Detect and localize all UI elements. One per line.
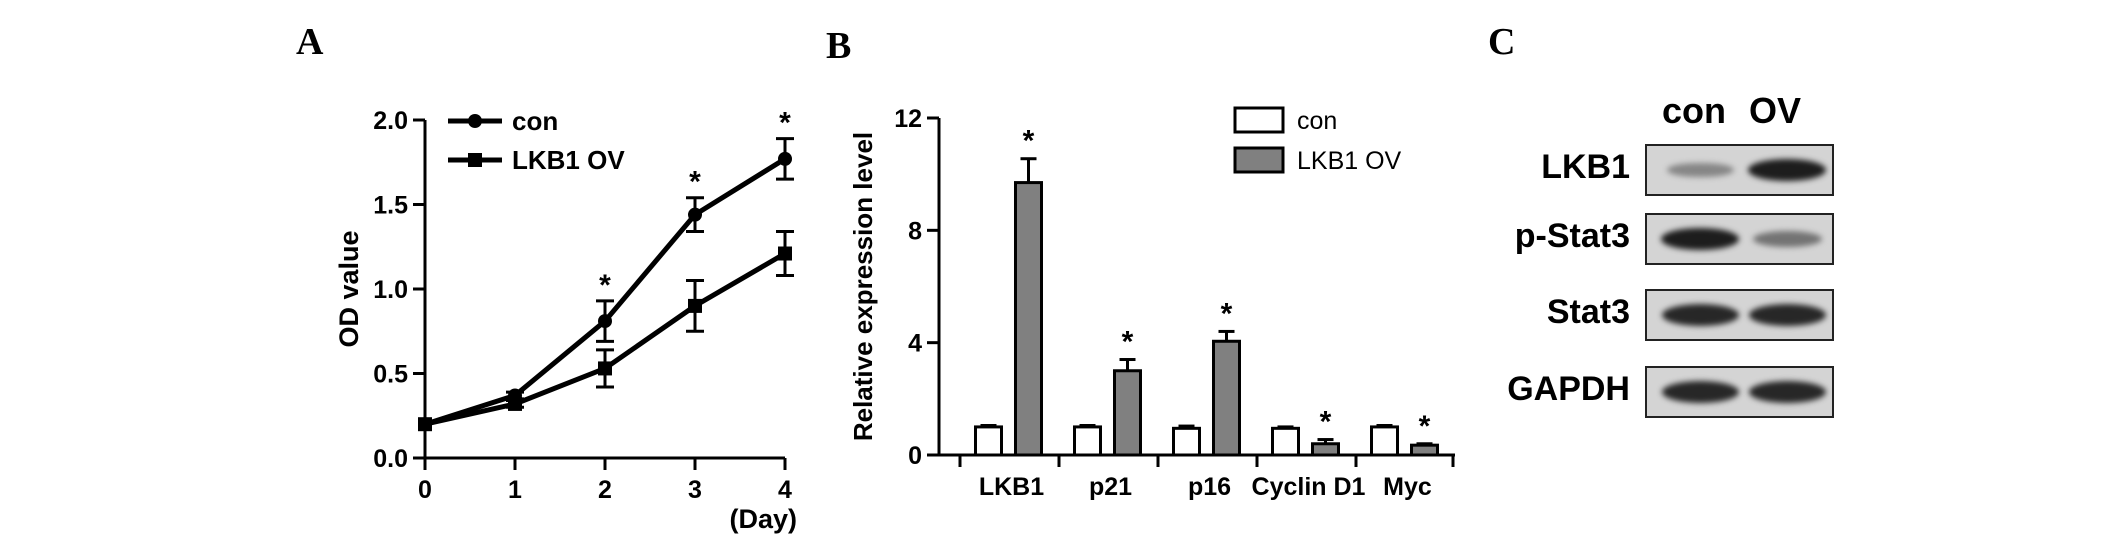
blot-strip [1645, 213, 1834, 265]
significance-star: * [1221, 297, 1233, 330]
significance-star: * [779, 107, 791, 140]
bar-con [974, 425, 1003, 457]
legend-swatch [1233, 106, 1285, 134]
category-label: p21 [1089, 473, 1132, 501]
legend-label: con [1297, 107, 1337, 135]
blot-column-ov: OV [1749, 90, 1802, 131]
y-tick-label: 8 [908, 217, 922, 245]
data-point-lkb1-ov [688, 298, 702, 313]
data-point-con [688, 207, 702, 222]
significance-star: * [1023, 125, 1035, 158]
bar-lkb1-ov [1311, 442, 1340, 457]
category-label: p16 [1188, 473, 1231, 501]
bar-lkb1-ov [1212, 339, 1241, 457]
legend-swatch [1233, 146, 1285, 174]
data-point-lkb1-ov [598, 361, 612, 376]
y-axis-label: OD value [334, 230, 364, 347]
bar-con [1271, 426, 1300, 457]
bar-lkb1-ov [1113, 369, 1142, 457]
legend-label: con [512, 106, 558, 136]
legend-label: LKB1 OV [512, 145, 625, 175]
bar-con [1073, 425, 1102, 457]
category-label: LKB1 [979, 473, 1044, 501]
blot-band [1666, 162, 1734, 178]
blot-band [1661, 381, 1739, 403]
significance-star: * [599, 269, 611, 302]
category-label: Myc [1383, 473, 1432, 501]
blot-row-label: GAPDH [1507, 370, 1630, 408]
significance-star: * [689, 166, 701, 199]
data-point-con [778, 151, 792, 166]
data-point-lkb1-ov [778, 246, 792, 261]
significance-star: * [1122, 326, 1134, 359]
blot-band [1748, 158, 1826, 182]
blot-strip [1645, 144, 1834, 196]
y-tick-label: 2.0 [373, 107, 408, 135]
y-tick-label: 12 [894, 105, 922, 133]
data-point-con [598, 314, 612, 329]
panel-label-c: C [1488, 21, 1516, 63]
blot-band [1661, 304, 1739, 326]
x-tick-label: 4 [778, 476, 792, 504]
y-tick-label: 0.0 [373, 445, 408, 473]
bar-lkb1-ov [1410, 443, 1439, 457]
data-point-lkb1-ov [418, 417, 432, 432]
y-tick-label: 4 [908, 330, 922, 358]
significance-star: * [1320, 406, 1332, 439]
blot-band [1748, 304, 1826, 326]
y-tick-label: 1.5 [373, 192, 408, 220]
blot-row-label: p-Stat3 [1514, 217, 1630, 255]
panel-label-a: A [296, 21, 324, 63]
y-tick-label: 0 [908, 442, 922, 470]
legend-marker-square [468, 153, 482, 167]
bar-con [1370, 425, 1399, 457]
y-tick-label: 0.5 [373, 361, 408, 389]
blot-band [1661, 227, 1739, 251]
blot-band [1748, 381, 1826, 403]
bar-lkb1-ov [1014, 181, 1043, 457]
x-tick-label: 0 [418, 476, 432, 504]
panel-label-b: B [826, 25, 852, 67]
category-label: Cyclin D1 [1252, 473, 1366, 501]
blot-row-label: Stat3 [1546, 293, 1630, 331]
blot-strip [1645, 366, 1834, 418]
y-tick-label: 1.0 [373, 276, 408, 304]
significance-star: * [1419, 410, 1431, 443]
blot-column-con: con [1662, 90, 1727, 131]
data-point-lkb1-ov [508, 396, 522, 411]
legend-label: LKB1 OV [1297, 147, 1402, 175]
x-tick-label: 1 [508, 476, 522, 504]
x-tick-label: 3 [688, 476, 702, 504]
x-axis-label: (Day) [729, 504, 797, 534]
blot-strip [1645, 289, 1834, 341]
blot-row-label: LKB1 [1541, 148, 1630, 186]
legend-marker-circle [468, 114, 482, 128]
blot-band [1752, 230, 1822, 248]
x-tick-label: 2 [598, 476, 612, 504]
y-axis-label: Relative expression level [848, 132, 878, 441]
bar-con [1172, 426, 1201, 457]
